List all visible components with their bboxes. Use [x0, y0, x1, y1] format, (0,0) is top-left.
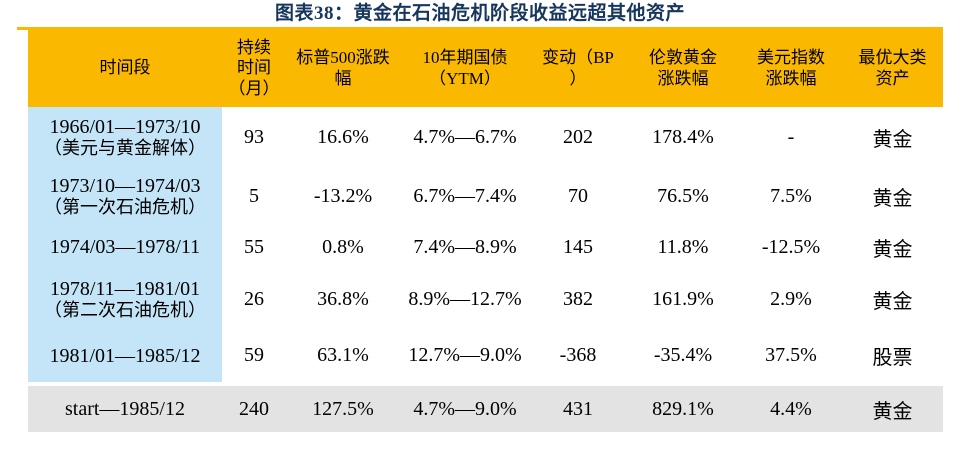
header-period: 时间段	[28, 30, 222, 107]
usd-index-cell: 37.5%	[765, 344, 817, 366]
usd-index-cell: -	[787, 126, 795, 148]
duration-cell: 5	[249, 184, 259, 207]
header-sp500-change: 标普500涨跌 幅	[286, 30, 400, 107]
header-bp-change: 变动（BP ）	[530, 30, 626, 107]
header-duration-months: 持续 时间 （月）	[222, 30, 286, 107]
best-asset-cell: 黄金	[842, 386, 943, 432]
bp-change-cell: -368	[559, 344, 597, 366]
best-asset-cell: 黄金	[872, 129, 913, 151]
sp500-cell: 0.8%	[322, 235, 364, 258]
period-note: （美元与黄金解体）	[44, 138, 206, 159]
duration-cell: 240	[222, 386, 286, 432]
london-gold-cell: -35.4%	[653, 344, 713, 366]
duration-cell: 26	[244, 288, 264, 310]
period-range: 1978/11—1981/01	[49, 278, 201, 301]
header-row: 时间段 持续 时间 （月） 标普500涨跌 幅 10年期国债 （YTM） 变动（…	[28, 30, 943, 107]
title-underline-rule	[17, 27, 943, 30]
period-range: 1973/10—1974/03	[49, 174, 201, 197]
period-cell: 1974/03—1978/11	[28, 224, 222, 270]
header-london-gold-change: 伦敦黄金 涨跌幅	[626, 30, 740, 107]
treasury-ytm-cell: 8.9%—12.7%	[408, 288, 522, 310]
best-asset-cell: 黄金	[872, 291, 913, 313]
best-asset-cell: 黄金	[872, 187, 913, 210]
table-row: 1981/01—1985/12 59 63.1% 12.7%—9.0% -368…	[28, 329, 943, 382]
duration-cell: 59	[244, 344, 264, 366]
sp500-cell: 127.5%	[286, 386, 400, 432]
summary-row: start—1985/12 240 127.5% 4.7%—9.0% 431 8…	[28, 386, 943, 432]
oil-crisis-asset-returns-table: 时间段 持续 时间 （月） 标普500涨跌 幅 10年期国债 （YTM） 变动（…	[28, 30, 943, 432]
table-row: 1978/11—1981/01 （第二次石油危机） 26 36.8% 8.9%—…	[28, 270, 943, 329]
treasury-ytm-cell: 4.7%—6.7%	[413, 126, 517, 148]
bp-change-cell: 145	[563, 235, 593, 258]
header-best-asset: 最优大类 资产	[842, 30, 943, 107]
header-treasury-ytm: 10年期国债 （YTM）	[400, 30, 530, 107]
table-row: 1966/01—1973/10 （美元与黄金解体） 93 16.6% 4.7%—…	[28, 107, 943, 168]
treasury-ytm-cell: 4.7%—9.0%	[400, 386, 530, 432]
period-range: 1981/01—1985/12	[49, 344, 201, 367]
london-gold-cell: 11.8%	[657, 235, 709, 258]
row-spacer	[28, 382, 943, 386]
period-cell: 1966/01—1973/10 （美元与黄金解体）	[28, 107, 222, 168]
header-usd-index-change: 美元指数 涨跌幅	[740, 30, 842, 107]
period-cell: 1978/11—1981/01 （第二次石油危机）	[28, 270, 222, 329]
treasury-ytm-cell: 7.4%—8.9%	[413, 235, 517, 258]
bp-change-cell: 431	[530, 386, 626, 432]
bp-change-cell: 382	[563, 288, 593, 310]
bp-change-cell: 202	[563, 126, 593, 148]
bp-change-cell: 70	[568, 184, 588, 207]
usd-index-cell: 2.9%	[770, 288, 812, 310]
sp500-cell: -13.2%	[313, 184, 373, 207]
usd-index-cell: 4.4%	[740, 386, 842, 432]
duration-cell: 55	[244, 235, 264, 258]
treasury-ytm-cell: 6.7%—7.4%	[413, 184, 517, 207]
best-asset-cell: 黄金	[872, 238, 913, 261]
london-gold-cell: 161.9%	[652, 288, 714, 310]
period-range: 1974/03—1978/11	[49, 236, 201, 258]
period-note: （第二次石油危机）	[44, 300, 206, 321]
figure-title: 图表38：黄金在石油危机阶段收益远超其他资产	[274, 3, 685, 24]
usd-index-cell: -12.5%	[761, 235, 821, 258]
period-cell: 1981/01—1985/12	[28, 329, 222, 382]
treasury-ytm-cell: 12.7%—9.0%	[408, 344, 522, 366]
sp500-cell: 63.1%	[317, 344, 369, 366]
usd-index-cell: 7.5%	[770, 184, 812, 207]
period-note: （第一次石油危机）	[44, 196, 206, 217]
london-gold-cell: 178.4%	[652, 126, 714, 148]
table-row: 1973/10—1974/03 （第一次石油危机） 5 -13.2% 6.7%—…	[28, 168, 943, 224]
london-gold-cell: 829.1%	[626, 386, 740, 432]
sp500-cell: 36.8%	[317, 288, 369, 310]
period-cell: 1973/10—1974/03 （第一次石油危机）	[28, 168, 222, 224]
period-cell: start—1985/12	[28, 386, 222, 432]
london-gold-cell: 76.5%	[657, 184, 709, 207]
best-asset-cell: 股票	[872, 347, 913, 369]
duration-cell: 93	[244, 126, 264, 148]
sp500-cell: 16.6%	[317, 126, 369, 148]
table-row: 1974/03—1978/11 55 0.8% 7.4%—8.9% 145 11…	[28, 224, 943, 270]
period-range: 1966/01—1973/10	[49, 116, 201, 139]
